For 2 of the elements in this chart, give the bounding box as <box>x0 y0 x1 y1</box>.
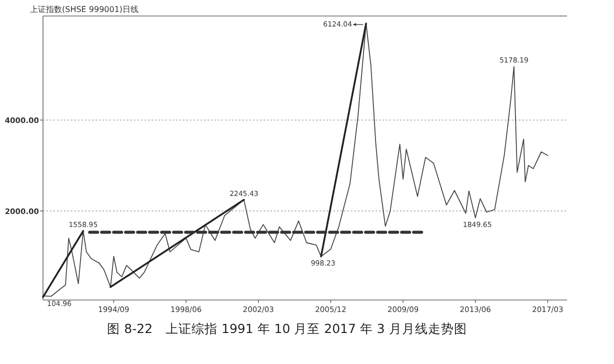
chart-title: 上证指数(SHSE 999001)日线 <box>30 5 139 14</box>
caption: 图 8-22 上证综指 1991 年 10 月至 2017 年 3 月月线走势图 <box>107 321 467 336</box>
